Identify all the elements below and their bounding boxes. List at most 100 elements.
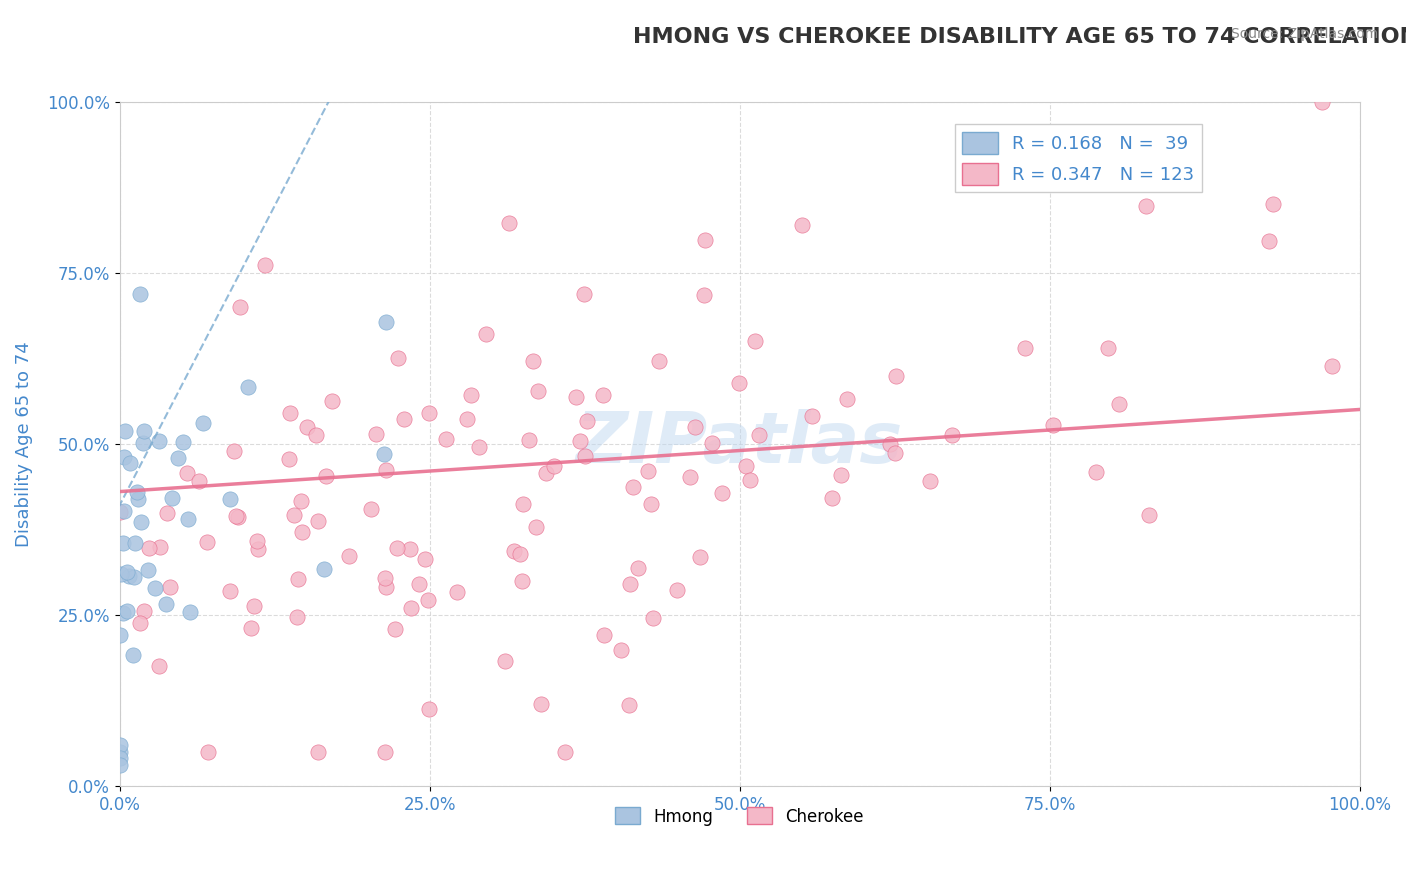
Point: [148, 659, 170, 673]
Point: [240, 621, 263, 635]
Point: [399, 541, 422, 556]
Point: [534, 466, 557, 480]
Point: [374, 745, 396, 759]
Point: [108, 738, 131, 752]
Point: [728, 376, 751, 391]
Point: [167, 451, 190, 466]
Point: [129, 615, 152, 630]
Point: [394, 412, 416, 426]
Point: [494, 654, 516, 668]
Point: [821, 491, 844, 506]
Point: [1320, 359, 1343, 374]
Point: [179, 605, 201, 619]
Point: [637, 464, 659, 478]
Point: [283, 508, 305, 522]
Point: [468, 440, 491, 454]
Point: [155, 597, 177, 611]
Point: [188, 474, 211, 488]
Point: [254, 258, 277, 272]
Point: [129, 287, 152, 301]
Point: [112, 535, 135, 549]
Point: [574, 287, 596, 301]
Point: [401, 600, 423, 615]
Point: [364, 426, 387, 441]
Point: [679, 470, 702, 484]
Point: [195, 534, 218, 549]
Point: [127, 484, 149, 499]
Point: [160, 491, 183, 505]
Point: [112, 504, 135, 518]
Point: [118, 569, 141, 583]
Point: [693, 233, 716, 247]
Point: [112, 606, 135, 620]
Text: Source: ZipAtlas.com: Source: ZipAtlas.com: [1230, 27, 1378, 41]
Point: [574, 449, 596, 463]
Point: [218, 584, 240, 599]
Point: [526, 384, 548, 398]
Point: [159, 581, 181, 595]
Point: [124, 570, 146, 584]
Point: [315, 468, 337, 483]
Point: [640, 497, 662, 511]
Point: [1310, 95, 1333, 109]
Point: [290, 493, 312, 508]
Point: [565, 390, 588, 404]
Point: [387, 351, 409, 365]
Point: [337, 549, 360, 563]
Point: [524, 520, 547, 534]
Point: [219, 492, 242, 507]
Legend: Hmong, Cherokee: Hmong, Cherokee: [609, 801, 870, 832]
Point: [512, 496, 534, 510]
Point: [176, 466, 198, 480]
Point: [114, 424, 136, 438]
Point: [510, 574, 533, 589]
Point: [115, 565, 138, 579]
Point: [305, 428, 328, 442]
Point: [374, 571, 396, 585]
Point: [375, 580, 398, 594]
Point: [228, 300, 250, 314]
Point: [121, 648, 143, 663]
Point: [735, 458, 758, 473]
Point: [148, 541, 170, 555]
Point: [129, 516, 152, 530]
Point: [790, 218, 813, 232]
Point: [277, 452, 299, 467]
Point: [621, 480, 644, 494]
Point: [418, 702, 440, 716]
Text: HMONG VS CHEROKEE DISABILITY AGE 65 TO 74 CORRELATION CHART: HMONG VS CHEROKEE DISABILITY AGE 65 TO 7…: [633, 27, 1406, 46]
Point: [418, 406, 440, 420]
Point: [689, 549, 711, 564]
Point: [710, 485, 733, 500]
Point: [132, 604, 155, 618]
Point: [884, 369, 907, 384]
Point: [683, 420, 706, 434]
Point: [172, 435, 194, 450]
Point: [360, 501, 382, 516]
Point: [132, 424, 155, 438]
Point: [543, 458, 565, 473]
Point: [307, 515, 329, 529]
Point: [408, 577, 430, 591]
Point: [246, 533, 269, 548]
Point: [522, 354, 544, 368]
Point: [224, 444, 246, 458]
Point: [568, 434, 591, 449]
Point: [617, 698, 640, 713]
Point: [1135, 199, 1157, 213]
Point: [136, 563, 159, 577]
Point: [801, 409, 824, 423]
Point: [374, 463, 396, 477]
Point: [530, 697, 553, 711]
Point: [110, 567, 132, 582]
Point: [384, 622, 406, 636]
Point: [108, 745, 131, 759]
Point: [1108, 397, 1130, 411]
Point: [693, 287, 716, 301]
Point: [307, 745, 329, 759]
Point: [575, 414, 598, 428]
Point: [291, 524, 314, 539]
Point: [108, 627, 131, 641]
Point: [246, 542, 269, 557]
Point: [124, 536, 146, 550]
